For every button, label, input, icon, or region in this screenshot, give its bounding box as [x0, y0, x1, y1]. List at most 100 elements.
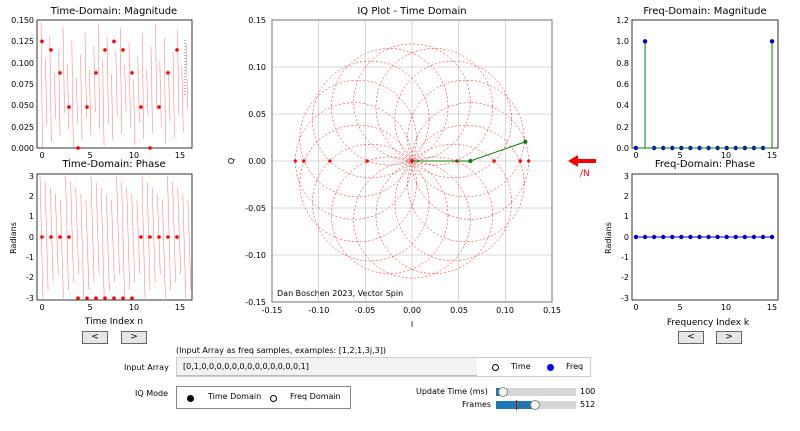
time-phase-trail	[167, 175, 171, 291]
time-mag-trail	[111, 73, 114, 141]
time-phase-trail	[162, 199, 166, 299]
freq-radio[interactable]	[547, 364, 554, 371]
freq-phase-point	[751, 234, 757, 240]
time-mag-ytick: 0.125	[11, 37, 34, 46]
iq-point	[365, 159, 369, 163]
time-mag-trail	[186, 42, 188, 110]
time-mag-point	[67, 105, 71, 109]
iq-xtick: -0.05	[355, 306, 376, 315]
time-phase-point	[157, 235, 161, 239]
time-mag-point	[121, 48, 125, 52]
iq-mode-label: IQ Mode	[135, 389, 168, 398]
time-mag-trail	[62, 26, 65, 114]
iq-ytick: -0.05	[245, 204, 266, 213]
time-phase-point	[166, 235, 170, 239]
time-mag-point	[49, 48, 53, 52]
time-phase-trail	[121, 181, 125, 299]
time-phase-ytick: 1	[29, 212, 34, 221]
time-phase-trail	[126, 187, 130, 291]
time-mag-point	[94, 71, 98, 75]
time-mag-point	[139, 105, 143, 109]
freq-phase-point	[706, 234, 711, 240]
frames-label: Frames	[462, 400, 492, 409]
freq-phase-ytick: -2	[621, 273, 629, 282]
freq-mag-ytick: 1.2	[616, 16, 629, 25]
iq-mode-panel	[176, 386, 351, 409]
time-phase-trail	[95, 181, 100, 275]
time-phase-point	[148, 235, 152, 239]
iq-xtick: 0.15	[543, 306, 561, 315]
time-next-button[interactable]: >	[121, 331, 147, 344]
time-mag-point	[40, 39, 44, 44]
time-phase-trail	[50, 187, 54, 283]
freq-phase-point	[742, 234, 748, 240]
freq-phase-ytick: -3	[621, 294, 629, 303]
iq-trace-circle	[353, 43, 471, 161]
frames-knob[interactable]	[530, 400, 541, 410]
time-mag-xtick: 0	[39, 151, 44, 160]
time-phase-trail	[85, 199, 90, 291]
freq-mag-point	[642, 39, 648, 44]
time-phase-trail	[111, 199, 115, 283]
freq-phase-point	[642, 234, 648, 240]
time-phase-point	[58, 235, 62, 239]
freq-phase-xtick: 5	[677, 303, 682, 312]
freq-phase-xtick: 0	[633, 303, 638, 312]
freq-phase-point	[724, 234, 729, 240]
time-mag-xtick: 10	[129, 151, 139, 160]
iq-vector-point	[468, 159, 473, 163]
iq-trace-circle	[375, 48, 493, 166]
time-mag-trail	[142, 32, 144, 140]
time-mag-trail	[93, 45, 96, 113]
freq-prev-button[interactable]: <	[678, 331, 704, 344]
time-mag-ytick: 0.100	[11, 59, 34, 68]
iq-xlabel: I	[411, 320, 413, 329]
time-mag-point	[112, 39, 116, 44]
freq-mag-xtick: 15	[767, 151, 777, 160]
time-phase-xlabel: Time Index n	[84, 317, 143, 327]
time-mag-trail	[124, 64, 127, 112]
freq-next-button[interactable]: >	[716, 331, 742, 344]
time-phase-trail	[90, 175, 95, 283]
freq-phase-ylabel: Radians	[604, 222, 613, 254]
time-prev-button[interactable]: <	[82, 331, 108, 344]
time-phase-plot: 3 2 1 0 -1 -2 -3 Radians 0 5 10 15 Time …	[9, 172, 193, 327]
iq-vector	[412, 141, 526, 162]
time-phase-trail	[172, 181, 176, 283]
time-phase-point	[94, 296, 98, 300]
frames-value: 512	[580, 400, 596, 409]
time-phase-xtick: 15	[175, 303, 185, 312]
iq-time-domain-radio[interactable]	[187, 395, 194, 402]
update-time-track[interactable]	[496, 388, 576, 396]
time-phase-point	[67, 235, 71, 239]
time-mag-trail	[159, 60, 162, 128]
freq-mag-ytick: 0.6	[616, 80, 629, 89]
time-mag-trail	[181, 65, 184, 133]
time-phase-trail	[101, 187, 105, 299]
freq-phase-point	[661, 234, 666, 240]
time-mag-trail	[54, 72, 56, 120]
update-time-knob[interactable]	[498, 387, 509, 397]
time-mag-ytick: 0.025	[11, 123, 34, 132]
time-phase-point	[130, 296, 134, 300]
freq-phase-point	[633, 234, 639, 240]
time-phase-point	[85, 296, 89, 300]
iq-point	[328, 159, 332, 163]
iq-point	[527, 159, 531, 163]
freq-phase-xlabel: Frequency Index k	[667, 318, 750, 328]
input-array-field[interactable]: [0,1,0,0,0,0,0,0,0,0,0,0,0,0,0,1]	[177, 358, 477, 376]
iq-trace-circle	[394, 60, 512, 179]
arrow-label: /N	[580, 169, 590, 179]
freq-phase-ytick: 1	[624, 212, 629, 221]
time-radio[interactable]	[492, 364, 499, 371]
time-mag-trail	[115, 50, 118, 118]
iq-xtick: -0.10	[309, 306, 330, 315]
iq-freq-domain-radio[interactable]	[270, 395, 277, 402]
freq-phase-point	[670, 234, 675, 240]
freq-phase-point	[733, 234, 738, 240]
time-phase-title: Time-Domain: Phase	[62, 159, 166, 170]
time-phase-ytick: 3	[29, 172, 34, 181]
freq-mag-ytick: 0.8	[616, 59, 629, 68]
freq-phase-plot: 3 2 1 0 -1 -2 -3 Radians 0 5 10 15 Frequ…	[604, 172, 779, 328]
freq-phase-title: Freq-Domain: Phase	[654, 159, 756, 170]
